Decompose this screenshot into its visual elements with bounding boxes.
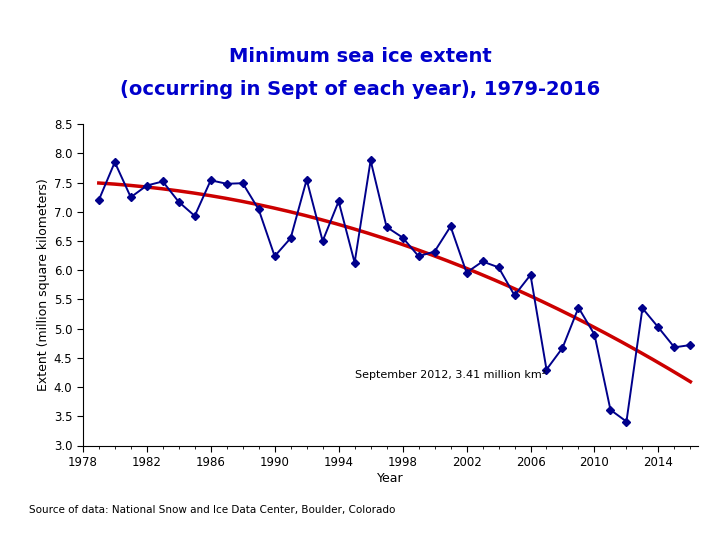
Text: Minimum sea ice extent: Minimum sea ice extent bbox=[229, 47, 491, 66]
Text: (occurring in Sept of each year), 1979-2016: (occurring in Sept of each year), 1979-2… bbox=[120, 79, 600, 99]
X-axis label: Year: Year bbox=[377, 472, 404, 485]
Y-axis label: Extent (million square kilometers): Extent (million square kilometers) bbox=[37, 179, 50, 391]
Text: Source of data: National Snow and Ice Data Center, Boulder, Colorado: Source of data: National Snow and Ice Da… bbox=[29, 505, 395, 515]
Text: September 2012, 3.41 million km²: September 2012, 3.41 million km² bbox=[355, 370, 546, 380]
